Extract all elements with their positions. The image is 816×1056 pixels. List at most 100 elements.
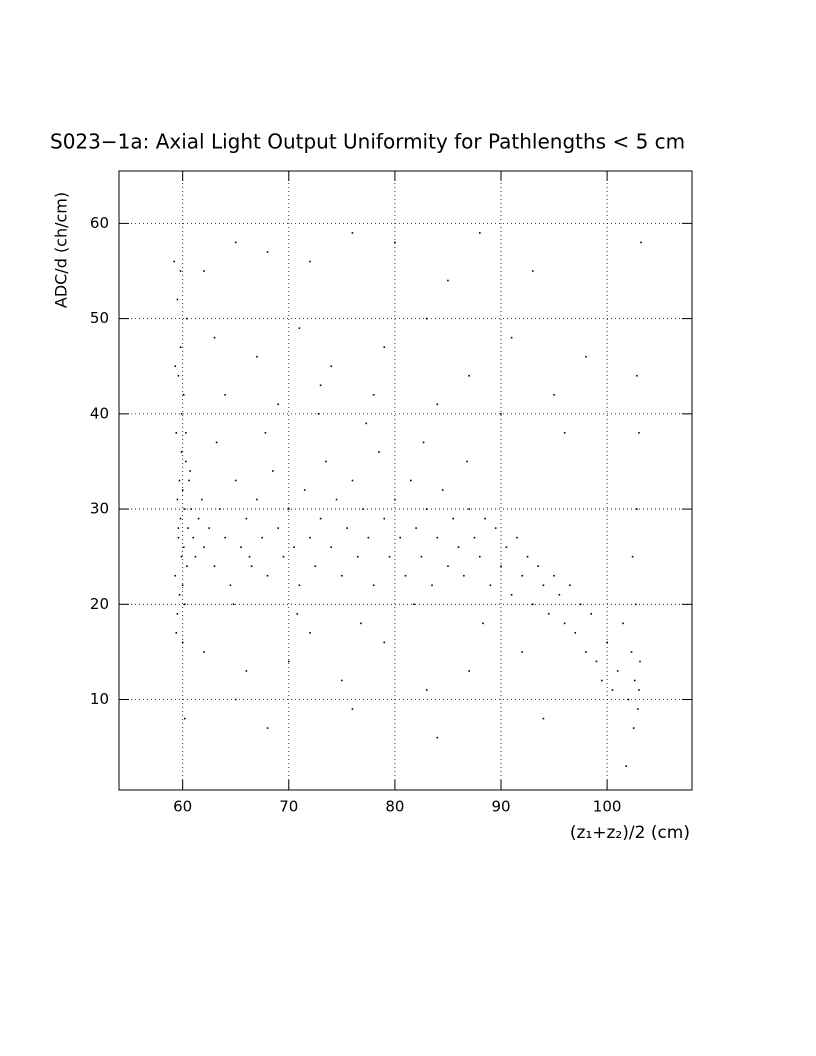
point xyxy=(317,413,320,415)
point xyxy=(585,355,587,358)
x-tick-label: 90 xyxy=(491,798,510,816)
point xyxy=(367,536,370,539)
y-tick-label: 10 xyxy=(90,690,109,708)
point xyxy=(532,603,534,606)
point xyxy=(346,527,348,529)
point xyxy=(192,536,195,539)
point xyxy=(388,555,391,558)
point xyxy=(463,574,465,577)
point xyxy=(547,613,550,615)
point xyxy=(185,432,187,434)
point xyxy=(542,717,545,720)
point xyxy=(179,517,182,520)
point xyxy=(563,622,566,625)
point xyxy=(351,708,354,710)
point xyxy=(447,279,449,282)
point xyxy=(639,660,641,663)
point xyxy=(638,689,640,691)
point xyxy=(180,451,183,453)
point xyxy=(181,584,184,587)
point xyxy=(394,241,396,244)
point xyxy=(625,765,628,767)
point xyxy=(287,660,290,663)
point xyxy=(183,717,186,720)
point xyxy=(630,651,633,653)
point xyxy=(188,479,190,482)
point xyxy=(415,527,417,529)
point xyxy=(627,698,630,701)
point xyxy=(468,508,470,510)
point xyxy=(447,565,449,568)
point xyxy=(633,679,636,682)
y-tick-label: 40 xyxy=(90,404,109,422)
point xyxy=(494,527,497,529)
y-axis-label: ADC/d (ch/cm) xyxy=(52,192,71,308)
point xyxy=(187,527,189,529)
point xyxy=(425,317,428,320)
y-tick-label: 30 xyxy=(90,500,109,518)
point xyxy=(399,536,401,539)
point xyxy=(248,555,251,558)
point xyxy=(309,632,311,634)
point xyxy=(330,546,333,548)
point xyxy=(606,641,608,644)
point xyxy=(360,622,362,625)
point xyxy=(616,670,619,672)
x-tick-label: 100 xyxy=(593,798,622,816)
point xyxy=(622,622,624,625)
point xyxy=(595,660,598,663)
point xyxy=(296,613,299,615)
point xyxy=(180,555,183,558)
point xyxy=(590,613,592,615)
point xyxy=(266,251,269,253)
point xyxy=(441,489,444,491)
point xyxy=(179,270,182,272)
point xyxy=(585,651,587,653)
point xyxy=(516,536,518,539)
point xyxy=(356,555,359,558)
point xyxy=(482,622,484,625)
point xyxy=(500,565,502,568)
point xyxy=(213,336,216,339)
point xyxy=(422,441,425,444)
point xyxy=(378,451,380,453)
point xyxy=(175,432,178,434)
point xyxy=(319,384,322,387)
point xyxy=(179,346,182,348)
plot-frame xyxy=(118,170,693,791)
chart-title: S023−1a: Axial Light Output Uniformity f… xyxy=(50,130,685,154)
point xyxy=(224,393,226,396)
point xyxy=(175,632,178,634)
x-tick-label: 70 xyxy=(279,798,298,816)
point xyxy=(500,413,502,415)
point xyxy=(489,584,492,587)
point xyxy=(272,470,274,472)
point xyxy=(636,374,638,377)
point xyxy=(176,298,179,301)
point xyxy=(245,517,248,520)
y-tick-label: 60 xyxy=(90,214,109,232)
point xyxy=(232,603,235,606)
x-tick-label: 80 xyxy=(385,798,404,816)
point xyxy=(173,260,175,263)
point xyxy=(510,336,513,339)
point xyxy=(245,670,248,672)
point xyxy=(505,546,508,548)
point xyxy=(256,498,258,501)
point xyxy=(410,479,412,482)
point xyxy=(177,374,180,377)
point xyxy=(341,679,343,682)
point xyxy=(558,593,561,596)
point xyxy=(174,365,177,368)
point xyxy=(183,603,186,606)
point xyxy=(190,508,192,510)
point xyxy=(177,536,180,539)
point xyxy=(431,584,433,587)
point xyxy=(181,641,184,644)
point xyxy=(569,584,571,587)
point xyxy=(468,374,470,377)
point xyxy=(362,508,364,510)
point xyxy=(425,508,428,510)
point xyxy=(478,232,481,234)
